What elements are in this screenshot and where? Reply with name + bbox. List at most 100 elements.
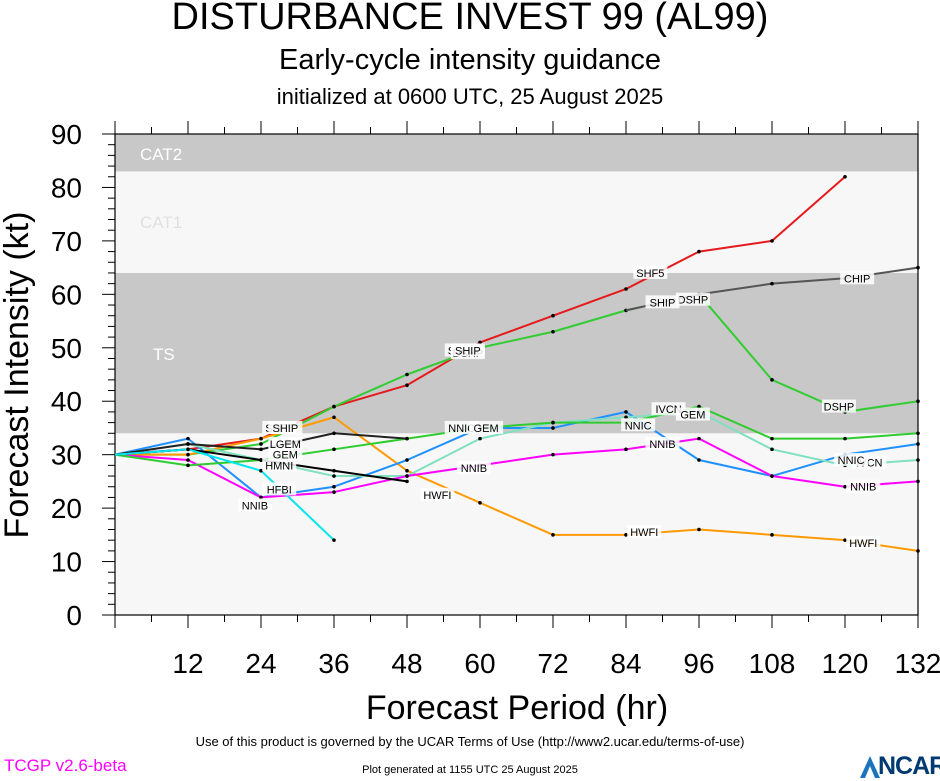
series-line-hfbi: [114, 448, 335, 541]
data-point-nnib: [916, 479, 920, 484]
series-label-text: NNIB: [461, 463, 487, 475]
data-point-hmni: [259, 458, 263, 462]
data-point-shf5: [405, 383, 409, 387]
series-label-text: NNIC: [625, 420, 652, 432]
band-cat2: [115, 134, 918, 172]
x-tick-label: 48: [391, 648, 422, 679]
data-point-gem: [843, 436, 847, 441]
series-label-text: NNIB: [242, 500, 268, 512]
y-tick-label: 80: [51, 172, 82, 203]
data-point-nnib: [186, 458, 190, 462]
data-point-hwfi: [697, 527, 701, 532]
series-label-text: IVCN: [655, 404, 681, 416]
series-label-ship: SHIP: [645, 295, 680, 309]
series-labels: SHF5SHF5SHF5DSHPDSHPDSHPSHIPSHIPSHIPCHIP…: [237, 265, 887, 550]
series-label-text: HMNI: [265, 460, 293, 472]
band-label-cat1: CAT1: [140, 213, 182, 232]
series-label-bg: [675, 292, 710, 306]
series-line-nnib: [114, 437, 919, 499]
data-point-hwfi: [843, 538, 847, 542]
series-label-bg: [840, 271, 875, 285]
data-point-dshp: [259, 442, 263, 446]
series-label-bg: [621, 418, 656, 432]
data-point-gem: [916, 431, 920, 436]
series-label-bg: [846, 479, 881, 493]
x-tick-label: 36: [318, 648, 349, 679]
series-label-bg: [262, 482, 297, 496]
series-label-bg: [237, 498, 272, 512]
data-point-gem: [551, 420, 555, 425]
y-tick-label: 40: [51, 386, 82, 417]
ncar-logo: NCAR: [858, 752, 940, 780]
data-point-nnib: [405, 474, 409, 478]
band-ts: [115, 272, 918, 434]
series-label-bg: [627, 525, 662, 539]
series-label-bg: [420, 487, 455, 501]
data-point-lgem: [259, 447, 263, 452]
series-label-text: SHIP: [650, 297, 676, 309]
series-line-hwfi: [115, 416, 919, 552]
series-label-bg: [645, 436, 680, 450]
data-point-hwfi: [186, 452, 190, 457]
series-label-text: CHIP: [844, 273, 870, 285]
series-label-nnic: NNIC: [621, 418, 656, 432]
series-label-nnib: NNIB: [456, 461, 491, 475]
series-label-bg: [834, 453, 869, 467]
series-label-text: HFBI: [267, 484, 292, 496]
data-point-ivcn: [332, 484, 336, 489]
series-line-dshp: [115, 293, 919, 456]
y-tick-label: 0: [66, 600, 82, 631]
data-point-hwfi: [551, 533, 555, 537]
category-band-labels: TS CAT1 CAT2: [140, 145, 182, 364]
x-axis-ticks: 12 24 36 48 60 72 84 96 108 120 132: [114, 121, 940, 679]
series-label-bg: [268, 436, 303, 450]
y-tick-label: 20: [51, 493, 82, 524]
data-point-hfbi: [186, 447, 190, 452]
x-axis-label: Forecast Period (hr): [366, 689, 668, 727]
band-label-cat2: CAT2: [140, 145, 182, 164]
data-point-lgem: [332, 431, 336, 436]
data-point-nnic: [624, 415, 628, 420]
series-line-gem: [114, 405, 919, 467]
generated-time: Plot generated at 1155 UTC 25 August 202…: [362, 764, 578, 776]
series-label-text: GEM: [474, 423, 499, 435]
series-label-nnic: NNIC: [834, 453, 869, 467]
data-point-nnib: [259, 495, 263, 500]
data-point-nnib: [332, 490, 336, 494]
series-label-bg: [469, 420, 504, 434]
series-label-text: SHIP: [272, 423, 298, 435]
series-label-text: HWFI: [630, 527, 658, 539]
ncar-logo-text: NCAR: [878, 752, 940, 780]
series-label-bg: [456, 461, 491, 475]
data-point-nnib: [770, 474, 774, 478]
data-point-hwfi: [624, 533, 628, 537]
y-tick-label: 10: [51, 547, 82, 578]
y-tick-label: 90: [51, 119, 82, 150]
x-tick-label: 132: [895, 648, 940, 679]
data-point-nnic: [916, 458, 920, 462]
data-point-chip: [770, 281, 774, 286]
data-point-dshp: [332, 404, 336, 409]
y-tick-label: 60: [51, 279, 82, 310]
series-label-bg: [262, 458, 297, 472]
data-point-hmni: [332, 468, 336, 473]
y-tick-label: 30: [51, 440, 82, 471]
data-point-hmni: [405, 479, 409, 484]
data-point-shf5: [843, 174, 847, 179]
series-label-hwfi: HWFI: [420, 487, 455, 502]
x-tick-label: 120: [822, 648, 869, 679]
data-point-shf5: [478, 340, 482, 345]
series-label-text: HWFI: [849, 538, 877, 550]
data-point-dshp: [551, 329, 555, 334]
data-point-nnic: [478, 436, 482, 441]
series-label-text: NNIC: [448, 423, 475, 435]
x-tick-label: 12: [172, 648, 203, 679]
chart-title: DISTURBANCE INVEST 99 (AL99): [171, 0, 769, 38]
series-label-bg: [268, 447, 303, 461]
y-tick-label: 50: [51, 333, 82, 364]
series-label-bg: [645, 295, 680, 309]
series-label-dshp: DSHP: [821, 399, 856, 414]
data-point-gem: [332, 447, 336, 452]
series-label-shf5: SHF5: [633, 265, 668, 280]
